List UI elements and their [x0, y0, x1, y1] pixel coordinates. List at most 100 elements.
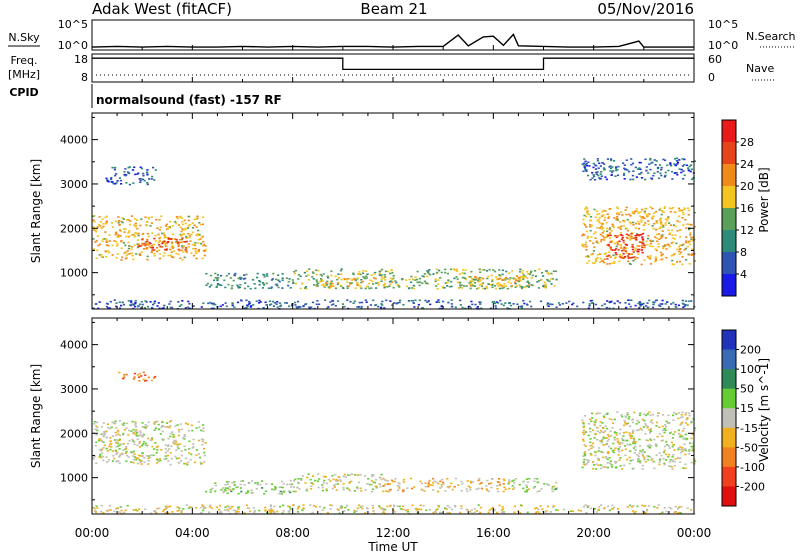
- heatmap-cell: [288, 483, 291, 486]
- heatmap-cell: [145, 455, 148, 457]
- heatmap-cell: [353, 509, 356, 512]
- heatmap-cell: [371, 488, 374, 491]
- heatmap-cell: [163, 235, 167, 238]
- heatmap-cell: [658, 209, 661, 211]
- heatmap-cell: [606, 458, 609, 461]
- heatmap-cell: [681, 430, 685, 432]
- heatmap-cell: [336, 278, 339, 281]
- frequency-panel: Freq. [MHz] 18 8 60 0 Nave: [8, 53, 776, 84]
- heatmap-cell: [499, 277, 502, 280]
- heatmap-cell: [119, 230, 122, 232]
- heatmap-cell: [649, 263, 653, 265]
- heatmap-cell: [371, 475, 374, 478]
- heatmap-cell: [144, 374, 147, 376]
- heatmap-cell: [446, 512, 449, 514]
- heatmap-cell: [681, 256, 684, 258]
- heatmap-cell: [659, 235, 662, 237]
- heatmap-cell: [644, 222, 647, 224]
- heatmap-cell: [680, 251, 683, 254]
- heatmap-cell: [306, 270, 309, 273]
- heatmap-cell: [200, 429, 203, 432]
- heatmap-cell: [445, 508, 448, 510]
- heatmap-cell: [584, 224, 587, 226]
- heatmap-cell: [393, 480, 396, 483]
- heatmap-cell: [600, 450, 603, 453]
- heatmap-cell: [622, 252, 625, 255]
- heatmap-cell: [136, 510, 139, 512]
- heatmap-cell: [684, 453, 687, 456]
- heatmap-cell: [132, 428, 135, 431]
- heatmap-cell: [189, 506, 192, 508]
- heatmap-cell: [114, 233, 117, 236]
- heatmap-cell: [639, 412, 642, 415]
- heatmap-cell: [317, 282, 320, 285]
- heatmap-cell: [690, 238, 693, 240]
- heatmap-cell: [191, 244, 194, 246]
- heatmap-cell: [336, 483, 339, 485]
- heatmap-cell: [274, 488, 277, 490]
- heatmap-cell: [288, 305, 291, 308]
- heatmap-cell: [229, 507, 232, 510]
- heatmap-cell: [471, 303, 474, 306]
- search-noise-label: N.Search: [746, 30, 796, 43]
- heatmap-cell: [416, 270, 419, 273]
- heatmap-cell: [281, 273, 284, 275]
- heatmap-cell: [165, 457, 168, 460]
- heatmap-cell: [132, 378, 135, 380]
- heatmap-cell: [181, 237, 184, 239]
- heatmap-cell: [142, 433, 145, 436]
- heatmap-cell: [235, 486, 238, 489]
- heatmap-cell: [115, 427, 118, 429]
- heatmap-cell: [482, 287, 485, 290]
- heatmap-cell: [161, 430, 164, 433]
- heatmap-cell: [289, 508, 292, 510]
- heatmap-cell: [600, 228, 603, 230]
- range-tick-label: 4000: [60, 134, 88, 147]
- heatmap-cell: [309, 478, 312, 481]
- heatmap-cell: [637, 227, 641, 230]
- heatmap-cell: [349, 283, 352, 285]
- heatmap-cell: [359, 487, 362, 490]
- heatmap-cell: [374, 277, 377, 280]
- heatmap-cell: [675, 306, 678, 308]
- heatmap-cell: [586, 230, 589, 233]
- heatmap-cell: [177, 434, 180, 437]
- heatmap-cell: [119, 235, 122, 237]
- heatmap-cell: [217, 283, 220, 286]
- heatmap-cell: [170, 420, 173, 422]
- heatmap-cell: [615, 434, 618, 436]
- heatmap-cell: [136, 435, 139, 437]
- heatmap-cell: [479, 511, 482, 514]
- heatmap-cell: [613, 262, 616, 264]
- heatmap-cell: [265, 483, 268, 485]
- heatmap-cell: [185, 251, 188, 254]
- heatmap-cell: [155, 452, 158, 454]
- heatmap-cell: [513, 505, 517, 508]
- heatmap-cell: [476, 306, 479, 308]
- heatmap-cell: [106, 303, 109, 305]
- heatmap-cell: [279, 305, 282, 308]
- heatmap-cell: [510, 285, 513, 287]
- heatmap-cell: [478, 268, 481, 271]
- heatmap-cell: [215, 286, 218, 288]
- heatmap-cell: [115, 305, 118, 308]
- heatmap-cell: [92, 215, 95, 218]
- heatmap-cell: [540, 272, 544, 274]
- heatmap-cell: [365, 285, 369, 288]
- heatmap-cell: [106, 179, 109, 181]
- heatmap-cell: [341, 303, 345, 305]
- heatmap-cell: [654, 228, 658, 231]
- heatmap-cell: [437, 299, 440, 301]
- heatmap-cell: [586, 235, 590, 238]
- heatmap-cell: [651, 217, 654, 220]
- heatmap-cell: [386, 483, 390, 485]
- heatmap-cell: [655, 425, 658, 427]
- heatmap-cell: [348, 482, 351, 484]
- heatmap-cell: [631, 432, 634, 434]
- heatmap-cell: [171, 511, 174, 513]
- heatmap-cell: [582, 170, 585, 173]
- heatmap-cell: [107, 250, 110, 252]
- heatmap-cell: [615, 432, 618, 434]
- heatmap-cell: [172, 247, 175, 249]
- heatmap-cell: [282, 504, 285, 507]
